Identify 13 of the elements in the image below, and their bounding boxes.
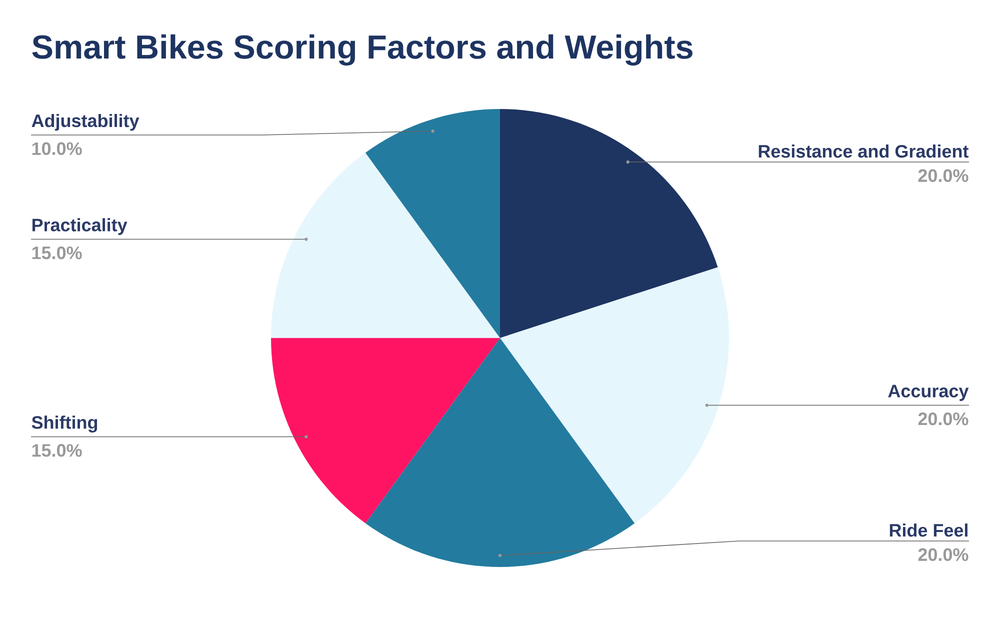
slice-label: Practicality (32, 218, 128, 235)
data-label: 15.0% (32, 246, 82, 260)
slice-label: Shifting (32, 416, 98, 432)
slice-label: Ride Feel (890, 523, 968, 537)
data-label: 20.0% (918, 548, 968, 561)
slice-label: Resistance and Gradient (758, 144, 968, 158)
data-label: 20.0% (918, 412, 968, 426)
chart-title: Smart Bikes Scoring Factors and Weights (32, 34, 692, 66)
data-label: 15.0% (32, 444, 82, 457)
slice-label: Adjustability (32, 114, 140, 131)
data-label: 10.0% (32, 142, 82, 155)
data-label: 20.0% (918, 169, 968, 182)
slice-label: Accuracy (888, 384, 969, 401)
